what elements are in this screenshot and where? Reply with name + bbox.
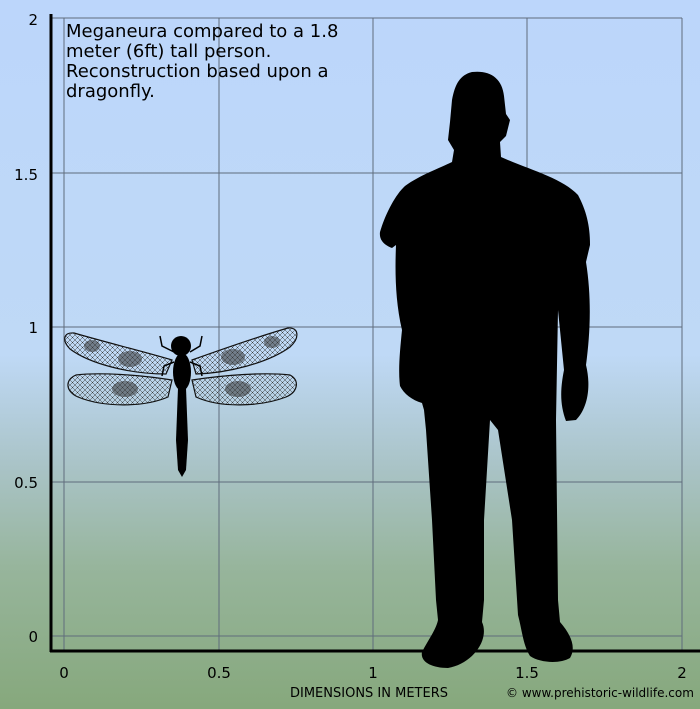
x-tick-label: 1.5 bbox=[515, 664, 539, 682]
x-tick-label: 2 bbox=[677, 664, 687, 682]
diagram-title: Meganeura compared to a 1.8 meter (6ft) … bbox=[66, 21, 339, 102]
grid bbox=[50, 17, 683, 650]
y-tick-label: 1.5 bbox=[14, 166, 38, 184]
y-tick-label: 2 bbox=[28, 11, 38, 29]
y-tick-label: 1 bbox=[28, 319, 38, 337]
x-axis-label: DIMENSIONS IN METERS bbox=[290, 686, 448, 701]
x-tick-label: 0.5 bbox=[207, 664, 231, 682]
x-tick-label: 1 bbox=[368, 664, 378, 682]
person-silhouette-icon bbox=[379, 71, 590, 668]
copyright-credit: © www.prehistoric-wildlife.com bbox=[506, 686, 694, 700]
y-tick-label: 0 bbox=[28, 628, 38, 646]
x-tick-label: 0 bbox=[59, 664, 69, 682]
dragonfly-silhouette-icon bbox=[64, 327, 298, 477]
y-tick-label: 0.5 bbox=[14, 474, 38, 492]
